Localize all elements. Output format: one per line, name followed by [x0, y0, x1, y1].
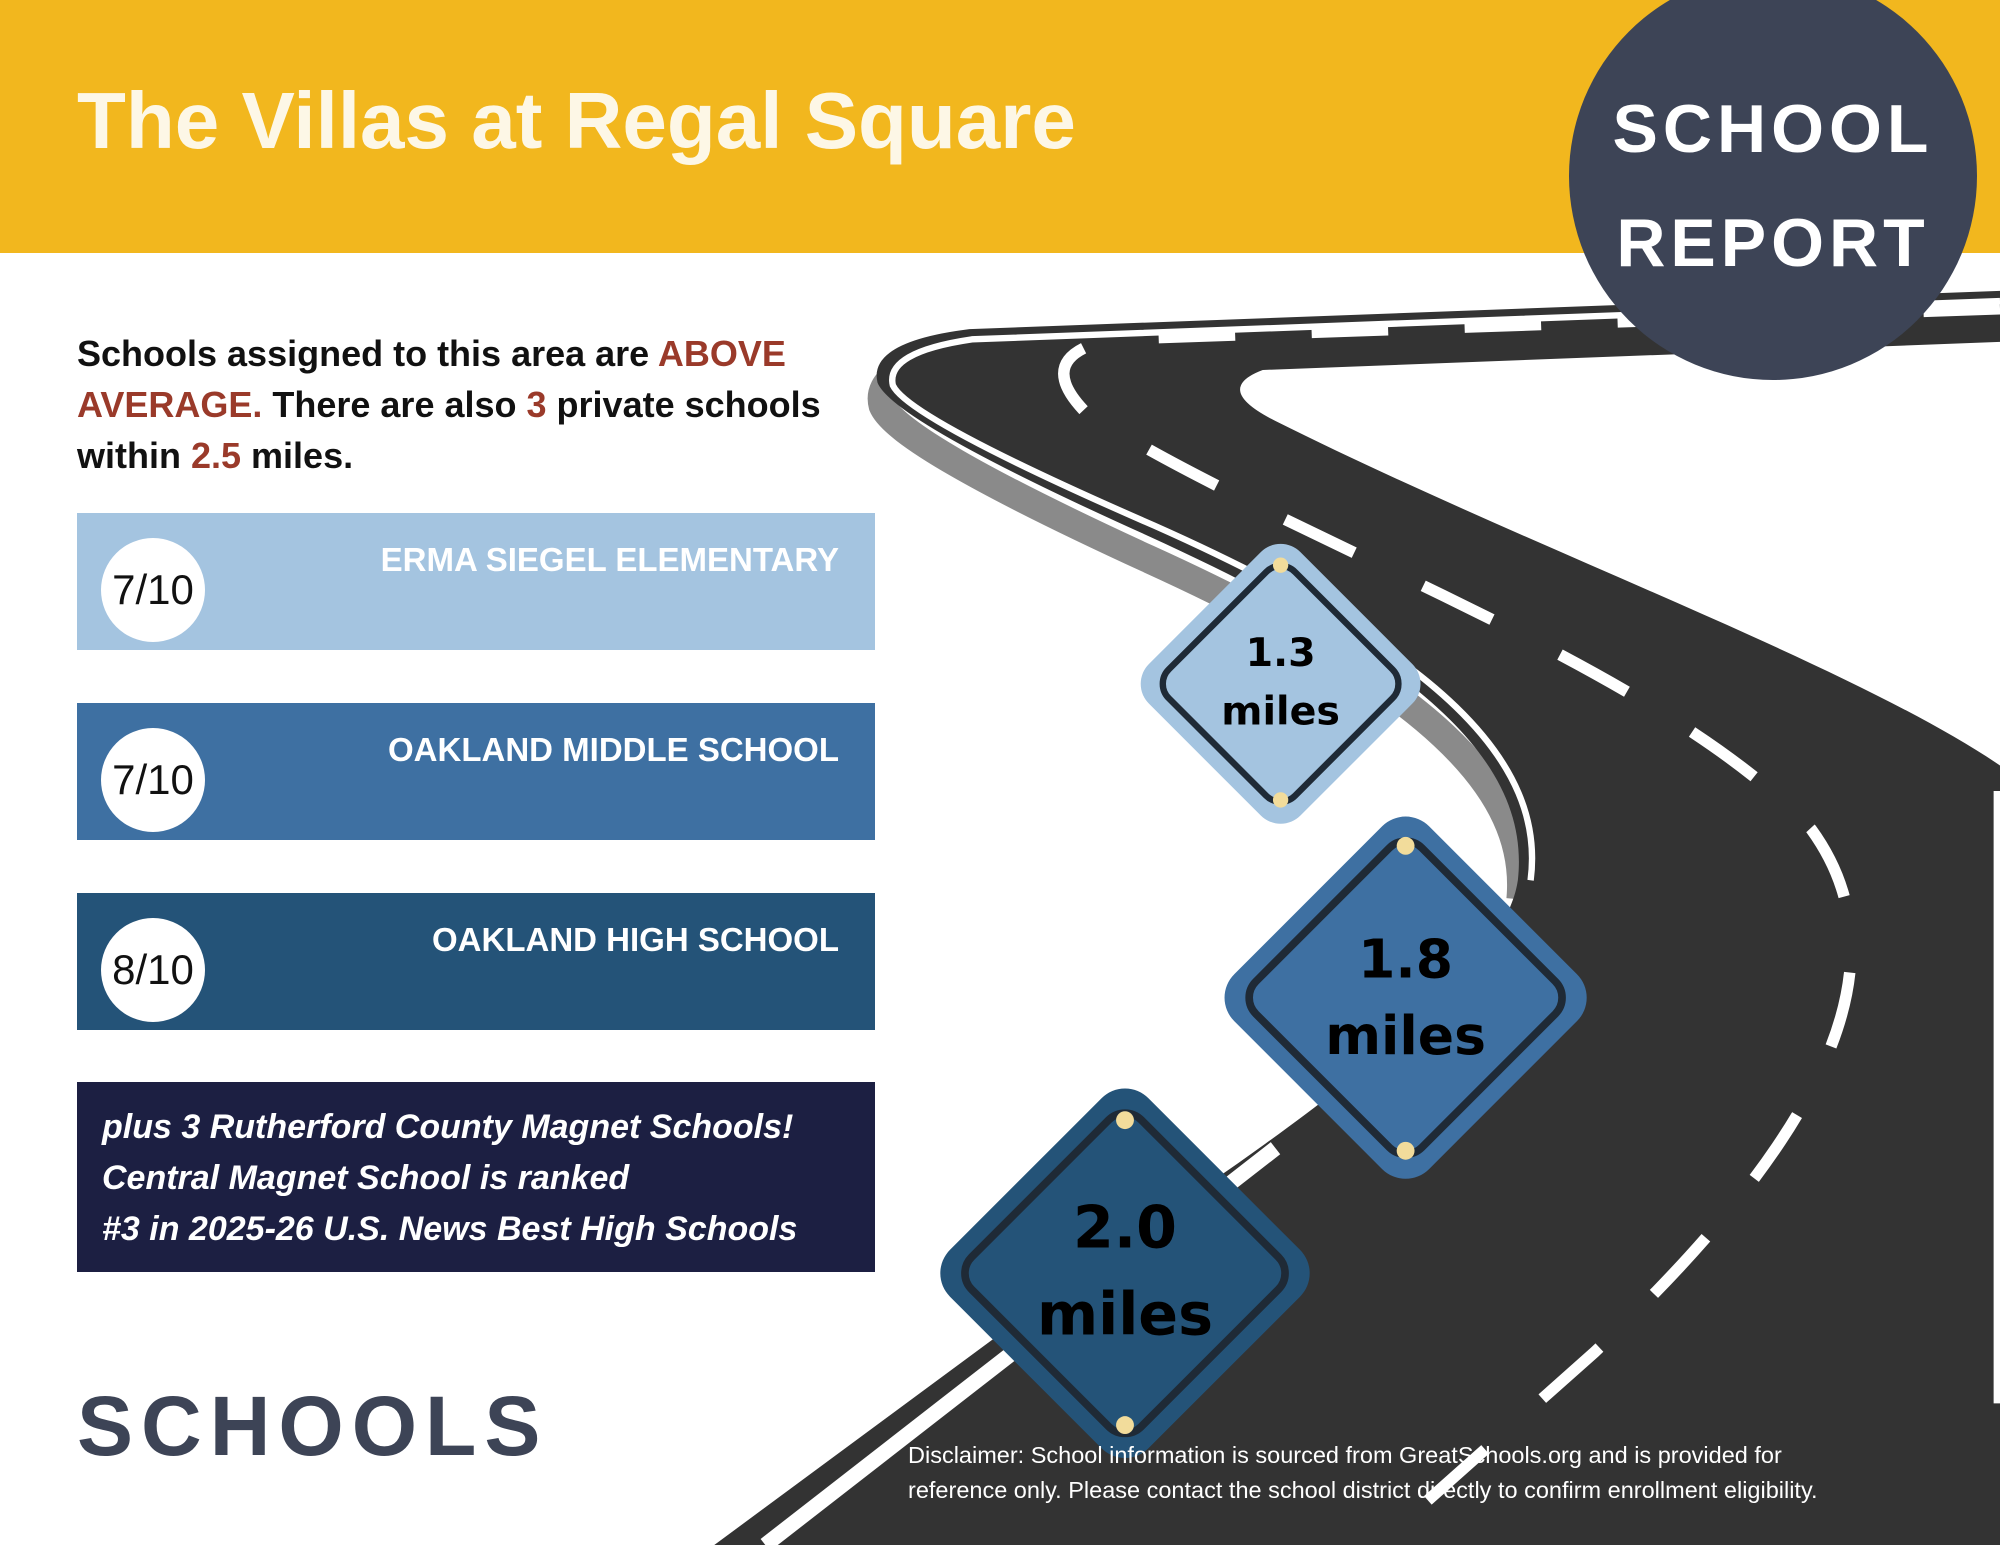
sign-unit: miles [1221, 689, 1340, 735]
magnet-line: plus 3 Rutherford County Magnet Schools! [102, 1108, 794, 1146]
intro-text: Schools assigned to this area are ABOVE … [77, 328, 897, 481]
bolt-icon [1116, 1416, 1134, 1435]
section-title: SCHOOLS [77, 1379, 549, 1473]
disclaimer-line: reference only. Please contact the schoo… [908, 1477, 1818, 1503]
bolt-icon [1116, 1111, 1134, 1130]
school-card-middle: 7/10 OAKLAND MIDDLE SCHOOL [77, 703, 875, 840]
rating-badge: 8/10 [101, 918, 205, 1022]
road-center-dashes [1058, 303, 2000, 1545]
intro-highlight: ABOVE AVERAGE. [77, 333, 786, 425]
intro-text-part: miles. [241, 435, 354, 476]
road-edge-line [889, 297, 2000, 881]
distance-sign-middle [1224, 816, 1587, 1179]
bolt-icon [1272, 792, 1289, 808]
sign-unit: miles [1325, 1004, 1486, 1067]
disclaimer-line: Disclaimer: School information is source… [908, 1442, 1782, 1468]
road-surface [714, 290, 2000, 1545]
bolt-icon [1396, 836, 1415, 855]
intro-text-part: There are also [262, 384, 527, 425]
sign-distance: 1.8 [1358, 927, 1453, 990]
sign-distance: 1.3 [1246, 630, 1316, 676]
sign-distance: 2.0 [1073, 1194, 1177, 1262]
bolt-icon [1396, 1141, 1415, 1160]
school-name: ERMA SIEGEL ELEMENTARY [380, 541, 839, 578]
magnet-schools-box: plus 3 Rutherford County Magnet Schools!… [77, 1082, 875, 1272]
rating-badge: 7/10 [101, 538, 205, 642]
sign-unit: miles [1037, 1280, 1213, 1348]
intro-text-part: Schools assigned to this area are [77, 333, 658, 374]
badge-line: REPORT [1616, 205, 1930, 281]
school-name: OAKLAND MIDDLE SCHOOL [388, 731, 839, 768]
intro-highlight: 3 [526, 384, 547, 425]
distance-sign-elementary [1140, 543, 1421, 824]
magnet-line: Central Magnet School is ranked [102, 1159, 630, 1197]
page-title: The Villas at Regal Square [77, 76, 1076, 165]
magnet-line: #3 in 2025-26 U.S. News Best High School… [102, 1210, 798, 1248]
school-name: OAKLAND HIGH SCHOOL [432, 921, 839, 958]
intro-highlight: 2.5 [190, 435, 242, 476]
intro-text-part: private schools within [77, 384, 821, 476]
distance-sign-high [940, 1088, 1310, 1458]
school-report-badge: SCHOOL REPORT [1569, 0, 1977, 380]
badge-line: SCHOOL [1612, 91, 1934, 167]
disclaimer: Disclaimer: School information is source… [908, 1438, 1988, 1508]
bolt-icon [1272, 557, 1289, 573]
school-card-high: 8/10 OAKLAND HIGH SCHOOL [77, 893, 875, 1030]
rating-badge: 7/10 [101, 728, 205, 832]
school-card-elementary: 7/10 ERMA SIEGEL ELEMENTARY [77, 513, 875, 650]
